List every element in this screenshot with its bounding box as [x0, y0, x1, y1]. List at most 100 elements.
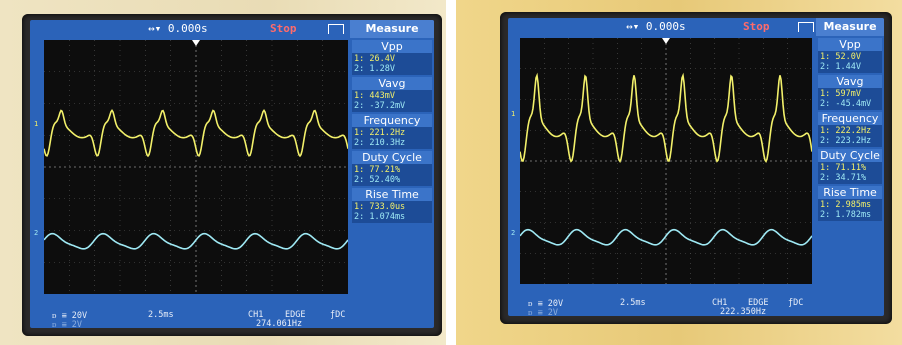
- scope-bezel: ↔▾ 0.000s Stop 1 2 Measure Vpp 1: 26.4V 2:…: [22, 14, 442, 336]
- measurement-title: Vavg: [352, 77, 432, 90]
- trigger-position-marker[interactable]: [192, 40, 200, 46]
- trigger-position-marker[interactable]: [662, 38, 670, 44]
- measurement-vavg[interactable]: Vavg 1: 597mV 2: -45.4mV: [818, 75, 882, 110]
- waveform-grid: [520, 38, 812, 284]
- ch2-value: 2: 1.44V: [820, 62, 861, 72]
- scope-bezel: ↔▾ 0.000s Stop 1 2 Measure Vpp 1: 52.0V 2:…: [500, 12, 892, 324]
- run-stop-status[interactable]: Stop: [270, 22, 297, 35]
- ch2-trace: [44, 232, 348, 250]
- measurement-duty-cycle[interactable]: Duty Cycle 1: 77.21% 2: 52.40%: [352, 151, 432, 186]
- measurement-title: Rise Time: [818, 186, 882, 199]
- measurement-rise-time[interactable]: Rise Time 1: 733.0us 2: 1.074ms: [352, 188, 432, 223]
- ch1-marker: 1: [34, 120, 39, 128]
- timebase-label: 2.5ms: [620, 298, 646, 308]
- measurement-title: Duty Cycle: [818, 149, 882, 162]
- top-status-bar: ↔▾ 0.000s Stop: [508, 18, 884, 36]
- trigger-source: CH1: [712, 298, 728, 308]
- measurement-values: 1: 733.0us 2: 1.074ms: [352, 201, 432, 223]
- ch1-value: 1: 77.21%: [354, 165, 401, 175]
- waveform-display: [520, 38, 812, 284]
- measurement-vpp[interactable]: Vpp 1: 52.0V 2: 1.44V: [818, 38, 882, 73]
- measurement-values: 1: 77.21% 2: 52.40%: [352, 164, 432, 186]
- ch1-value: 1: 443mV: [354, 91, 395, 101]
- measurement-title: Frequency: [352, 114, 432, 127]
- measurement-frequency[interactable]: Frequency 1: 221.2Hz 2: 210.3Hz: [352, 114, 432, 149]
- ch1-value: 1: 733.0us: [354, 202, 406, 212]
- photo-separator: [446, 0, 456, 345]
- ch1-value: 1: 71.11%: [820, 163, 867, 173]
- coupling-label: ƒDC: [788, 298, 804, 308]
- ch1-trace: [520, 72, 812, 164]
- waveform-display: [44, 40, 348, 294]
- bottom-status-bar: ᴅ ≡ 20V ᴅ ≡ 2V 2.5ms CH1 EDGE ƒDC 274.06…: [30, 310, 434, 328]
- measure-menu-title[interactable]: Measure: [350, 20, 434, 38]
- measurement-values: 1: 597mV 2: -45.4mV: [818, 88, 882, 110]
- ch1-marker: 1: [511, 110, 516, 118]
- ch2-value: 2: 1.782ms: [820, 210, 872, 220]
- ch1-scale: ᴅ ≡ 20V: [528, 299, 564, 309]
- measurement-title: Vavg: [818, 75, 882, 88]
- oscilloscope-photo-left: ↔▾ 0.000s Stop 1 2 Measure Vpp 1: 26.4V 2:…: [0, 0, 446, 345]
- measurement-title: Duty Cycle: [352, 151, 432, 164]
- trigger-type: EDGE: [748, 298, 769, 308]
- trigger-edge-icon: [328, 24, 344, 34]
- bottom-status-bar: ᴅ ≡ 20V ᴅ ≡ 2V 2.5ms CH1 EDGE ƒDC 222.35…: [508, 298, 884, 316]
- ch2-value: 2: 34.71%: [820, 173, 867, 183]
- measurement-values: 1: 2.985ms 2: 1.782ms: [818, 199, 882, 221]
- ch1-value: 1: 221.2Hz: [354, 128, 406, 138]
- measurement-values: 1: 443mV 2: -37.2mV: [352, 90, 432, 112]
- measurement-rise-time[interactable]: Rise Time 1: 2.985ms 2: 1.782ms: [818, 186, 882, 221]
- ch1-value: 1: 222.2Hz: [820, 126, 872, 136]
- ch1-value: 1: 597mV: [820, 89, 861, 99]
- ch2-value: 2: -45.4mV: [820, 99, 872, 109]
- ch1-value: 1: 52.0V: [820, 52, 861, 62]
- measure-menu-title[interactable]: Measure: [816, 18, 884, 36]
- run-stop-status[interactable]: Stop: [743, 20, 770, 33]
- ch2-value: 2: -37.2mV: [354, 101, 406, 111]
- measurement-title: Frequency: [818, 112, 882, 125]
- timebase-offset: ↔▾ 0.000s: [148, 22, 208, 35]
- top-status-bar: ↔▾ 0.000s Stop: [30, 20, 434, 38]
- measurement-title: Rise Time: [352, 188, 432, 201]
- scope-screen: ↔▾ 0.000s Stop 1 2 Measure Vpp 1: 26.4V 2:…: [30, 20, 434, 328]
- measurement-vpp[interactable]: Vpp 1: 26.4V 2: 1.28V: [352, 40, 432, 75]
- scope-screen: ↔▾ 0.000s Stop 1 2 Measure Vpp 1: 52.0V 2:…: [508, 18, 884, 316]
- timebase-offset: ↔▾ 0.000s: [626, 20, 686, 33]
- ch2-marker: 2: [34, 229, 39, 237]
- ch2-trace: [520, 228, 812, 246]
- trigger-edge-icon: [798, 22, 814, 32]
- ch2-value: 2: 223.2Hz: [820, 136, 872, 146]
- ch2-value: 2: 210.3Hz: [354, 138, 406, 148]
- measurement-duty-cycle[interactable]: Duty Cycle 1: 71.11% 2: 34.71%: [818, 149, 882, 184]
- graticule: [44, 40, 348, 294]
- measure-panel: Measure Vpp 1: 26.4V 2: 1.28V Vavg 1: 443mV 2…: [350, 20, 434, 310]
- ch1-scale: ᴅ ≡ 20V: [52, 311, 88, 321]
- measurement-values: 1: 26.4V 2: 1.28V: [352, 53, 432, 75]
- trigger-frequency: 222.350Hz: [720, 307, 767, 316]
- graticule: [520, 38, 812, 284]
- ch1-value: 1: 26.4V: [354, 54, 395, 64]
- measurement-title: Vpp: [352, 40, 432, 53]
- ch2-marker: 2: [511, 229, 516, 237]
- ch2-value: 2: 1.074ms: [354, 212, 406, 222]
- measurement-values: 1: 222.2Hz 2: 223.2Hz: [818, 125, 882, 147]
- ch2-scale: ᴅ ≡ 2V: [52, 320, 83, 328]
- ch1-trace: [44, 109, 348, 158]
- measurement-title: Vpp: [818, 38, 882, 51]
- measurement-values: 1: 52.0V 2: 1.44V: [818, 51, 882, 73]
- ch2-value: 2: 52.40%: [354, 175, 401, 185]
- timebase-label: 2.5ms: [148, 310, 174, 320]
- oscilloscope-photo-right: ↔▾ 0.000s Stop 1 2 Measure Vpp 1: 52.0V 2:…: [456, 0, 902, 345]
- measure-panel: Measure Vpp 1: 52.0V 2: 1.44V Vavg 1: 597mV 2…: [816, 18, 884, 298]
- coupling-label: ƒDC: [330, 310, 346, 320]
- ch1-value: 1: 2.985ms: [820, 200, 872, 210]
- trigger-frequency: 274.061Hz: [256, 319, 303, 328]
- ch2-value: 2: 1.28V: [354, 64, 395, 74]
- trigger-source: CH1: [248, 310, 264, 320]
- trigger-type: EDGE: [285, 310, 306, 320]
- waveform-grid: [44, 40, 348, 294]
- measurement-frequency[interactable]: Frequency 1: 222.2Hz 2: 223.2Hz: [818, 112, 882, 147]
- measurement-vavg[interactable]: Vavg 1: 443mV 2: -37.2mV: [352, 77, 432, 112]
- ch2-scale: ᴅ ≡ 2V: [528, 308, 559, 316]
- measurement-values: 1: 71.11% 2: 34.71%: [818, 162, 882, 184]
